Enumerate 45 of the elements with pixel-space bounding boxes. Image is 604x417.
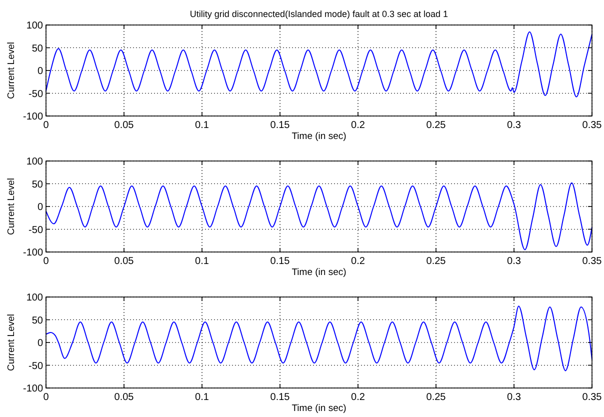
- y-tick-label: 100: [26, 20, 44, 32]
- x-tick-label: 0.05: [114, 392, 134, 403]
- x-tick-label: 0.1: [195, 392, 210, 403]
- x-tick-label: 0.25: [426, 256, 446, 267]
- y-tick-label: 100: [26, 156, 44, 168]
- line-series: [46, 31, 592, 98]
- line-series: [46, 306, 592, 372]
- x-tick-label: 0.2: [351, 392, 366, 403]
- y-tick-label: 0: [37, 338, 44, 349]
- y-tick-label: 50: [32, 43, 44, 54]
- x-tick-label: 0.35: [582, 392, 602, 403]
- y-tick-label: -50: [28, 88, 44, 100]
- y-axis-title: Current Level: [6, 178, 17, 236]
- y-tick-label: 100: [26, 292, 44, 304]
- x-tick-label: 0.2: [351, 120, 366, 131]
- x-tick-label: 0.05: [114, 120, 134, 131]
- x-tick-label: 0.3: [507, 392, 522, 403]
- y-tick-label: -50: [28, 224, 44, 236]
- y-tick-label: -100: [22, 112, 44, 122]
- x-tick-label: 0.35: [582, 256, 602, 267]
- x-tick-label: 0.25: [426, 120, 446, 131]
- y-tick-label: -100: [22, 384, 44, 394]
- y-axis-title: Current Level: [6, 314, 17, 372]
- x-axis-title: Time (in sec): [292, 403, 346, 414]
- x-tick-label: 0.15: [270, 120, 290, 131]
- y-tick-label: 0: [37, 202, 44, 213]
- x-tick-label: 0.3: [507, 120, 522, 131]
- x-tick-label: 0.15: [270, 256, 290, 267]
- x-axis-title: Time (in sec): [292, 131, 346, 142]
- y-tick-label: 0: [37, 66, 44, 77]
- y-tick-label: -100: [22, 248, 44, 258]
- x-tick-label: 0.25: [426, 392, 446, 403]
- x-tick-label: 0.35: [582, 120, 602, 131]
- chart-title: Utility grid disconnected(Islanded mode) fault at 0.3 sec at load 1: [190, 9, 448, 19]
- y-axis-title: Current Level: [6, 42, 17, 100]
- y-tick-label: 50: [32, 179, 44, 190]
- x-tick-label: 0.15: [270, 392, 290, 403]
- y-tick-label: -50: [28, 360, 44, 372]
- x-tick-label: 0.3: [507, 256, 522, 267]
- x-tick-label: 0.05: [114, 256, 134, 267]
- x-tick-label: 0.2: [351, 256, 366, 267]
- x-axis-title: Time (in sec): [292, 267, 346, 278]
- x-tick-label: 0.1: [195, 120, 210, 131]
- x-tick-label: 0.1: [195, 256, 210, 267]
- y-tick-label: 50: [32, 315, 44, 326]
